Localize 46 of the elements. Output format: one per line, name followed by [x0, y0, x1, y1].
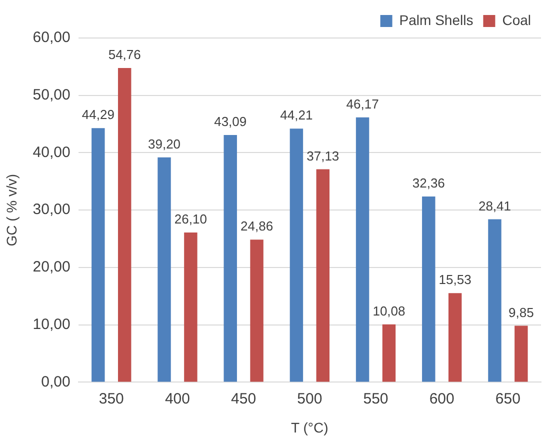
x-tick-label: 600 — [429, 390, 454, 408]
x-tick-label: 450 — [231, 390, 256, 408]
data-label: 9,85 — [508, 304, 534, 320]
data-label: 24,86 — [240, 218, 274, 234]
bar — [316, 169, 330, 382]
y-tick-label: 50,00 — [32, 86, 70, 104]
data-label: 46,17 — [346, 96, 379, 112]
bar — [356, 117, 370, 382]
data-label: 43,09 — [214, 114, 247, 130]
y-tick-label: 30,00 — [32, 201, 70, 218]
bar — [514, 326, 528, 382]
bar — [250, 240, 264, 382]
bar — [158, 157, 171, 382]
bar — [422, 196, 436, 382]
y-tick-label: 60,00 — [32, 29, 70, 46]
data-label: 44,29 — [82, 107, 114, 122]
bar — [92, 128, 105, 382]
x-tick-label: 400 — [164, 390, 190, 408]
bar — [290, 128, 304, 382]
data-label: 10,08 — [372, 303, 406, 318]
x-tick-label: 500 — [297, 390, 322, 408]
bar — [448, 293, 462, 382]
y-axis-title: GC ( % v/v) — [3, 174, 20, 246]
x-axis-title: T (°C) — [291, 419, 328, 436]
data-label: 39,20 — [148, 136, 181, 152]
y-tick-label: 40,00 — [32, 144, 70, 161]
data-label: 44,21 — [280, 108, 313, 123]
bar — [382, 324, 396, 382]
data-label: 54,76 — [108, 47, 141, 62]
x-tick-label: 650 — [495, 390, 520, 408]
legend-label: Coal — [502, 12, 532, 28]
data-label: 15,53 — [438, 272, 472, 288]
bar — [488, 219, 502, 382]
bar — [118, 68, 132, 382]
y-tick-label: 20,00 — [32, 258, 70, 276]
data-label: 32,36 — [412, 176, 445, 191]
x-tick-label: 550 — [363, 390, 388, 408]
y-tick-label: 0,00 — [41, 373, 70, 390]
x-tick-label: 350 — [98, 390, 124, 408]
bar — [184, 232, 198, 382]
y-tick-label: 10,00 — [32, 316, 70, 333]
data-label: 37,13 — [306, 148, 340, 164]
bar — [224, 135, 237, 382]
legend-label: Palm Shells — [399, 12, 474, 28]
data-label: 28,41 — [478, 198, 512, 214]
data-label: 26,10 — [174, 212, 207, 227]
